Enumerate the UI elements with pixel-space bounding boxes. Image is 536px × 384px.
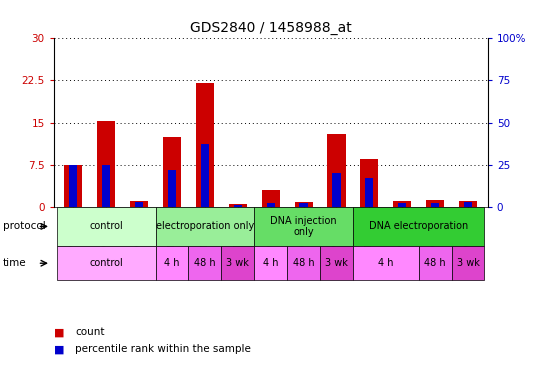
- Bar: [360, 159, 378, 207]
- Bar: [451, 246, 485, 280]
- Bar: [398, 203, 406, 207]
- Text: 48 h: 48 h: [425, 258, 446, 268]
- Bar: [163, 137, 181, 207]
- Text: ■: ■: [54, 327, 68, 337]
- Bar: [234, 205, 242, 207]
- Bar: [266, 203, 275, 207]
- Text: control: control: [90, 222, 123, 232]
- Text: 48 h: 48 h: [194, 258, 215, 268]
- Text: DNA electroporation: DNA electroporation: [369, 222, 468, 232]
- Text: count: count: [75, 327, 105, 337]
- Bar: [353, 246, 419, 280]
- Bar: [64, 165, 83, 207]
- Bar: [300, 203, 308, 207]
- Bar: [168, 170, 176, 207]
- Text: 3 wk: 3 wk: [457, 258, 480, 268]
- Bar: [426, 200, 444, 207]
- Bar: [196, 83, 214, 207]
- Bar: [262, 190, 280, 207]
- Bar: [459, 201, 477, 207]
- Bar: [353, 207, 485, 246]
- Text: 4 h: 4 h: [263, 258, 278, 268]
- Text: ■: ■: [54, 344, 68, 354]
- Bar: [57, 207, 155, 246]
- Bar: [229, 204, 247, 207]
- Bar: [431, 203, 439, 207]
- Bar: [419, 246, 451, 280]
- Bar: [155, 207, 254, 246]
- Bar: [393, 201, 411, 207]
- Text: 4 h: 4 h: [164, 258, 180, 268]
- Bar: [135, 202, 143, 207]
- Text: protocol: protocol: [3, 222, 46, 232]
- Bar: [97, 121, 115, 207]
- Bar: [327, 134, 346, 207]
- Text: 4 h: 4 h: [378, 258, 393, 268]
- Text: percentile rank within the sample: percentile rank within the sample: [75, 344, 251, 354]
- Bar: [254, 207, 353, 246]
- Bar: [201, 144, 209, 207]
- Text: DNA injection
only: DNA injection only: [270, 215, 337, 237]
- Bar: [294, 202, 312, 207]
- Text: 3 wk: 3 wk: [325, 258, 348, 268]
- Text: 48 h: 48 h: [293, 258, 315, 268]
- Bar: [254, 246, 287, 280]
- Bar: [320, 246, 353, 280]
- Bar: [57, 246, 155, 280]
- Text: control: control: [90, 258, 123, 268]
- Bar: [332, 173, 340, 207]
- Text: GDS2840 / 1458988_at: GDS2840 / 1458988_at: [190, 21, 352, 35]
- Bar: [102, 165, 110, 207]
- Text: time: time: [3, 258, 26, 268]
- Bar: [69, 165, 77, 207]
- Bar: [155, 246, 189, 280]
- Bar: [221, 246, 254, 280]
- Bar: [287, 246, 320, 280]
- Bar: [189, 246, 221, 280]
- Text: 3 wk: 3 wk: [226, 258, 249, 268]
- Bar: [365, 178, 374, 207]
- Text: electroporation only: electroporation only: [156, 222, 254, 232]
- Bar: [464, 202, 472, 207]
- Bar: [130, 201, 148, 207]
